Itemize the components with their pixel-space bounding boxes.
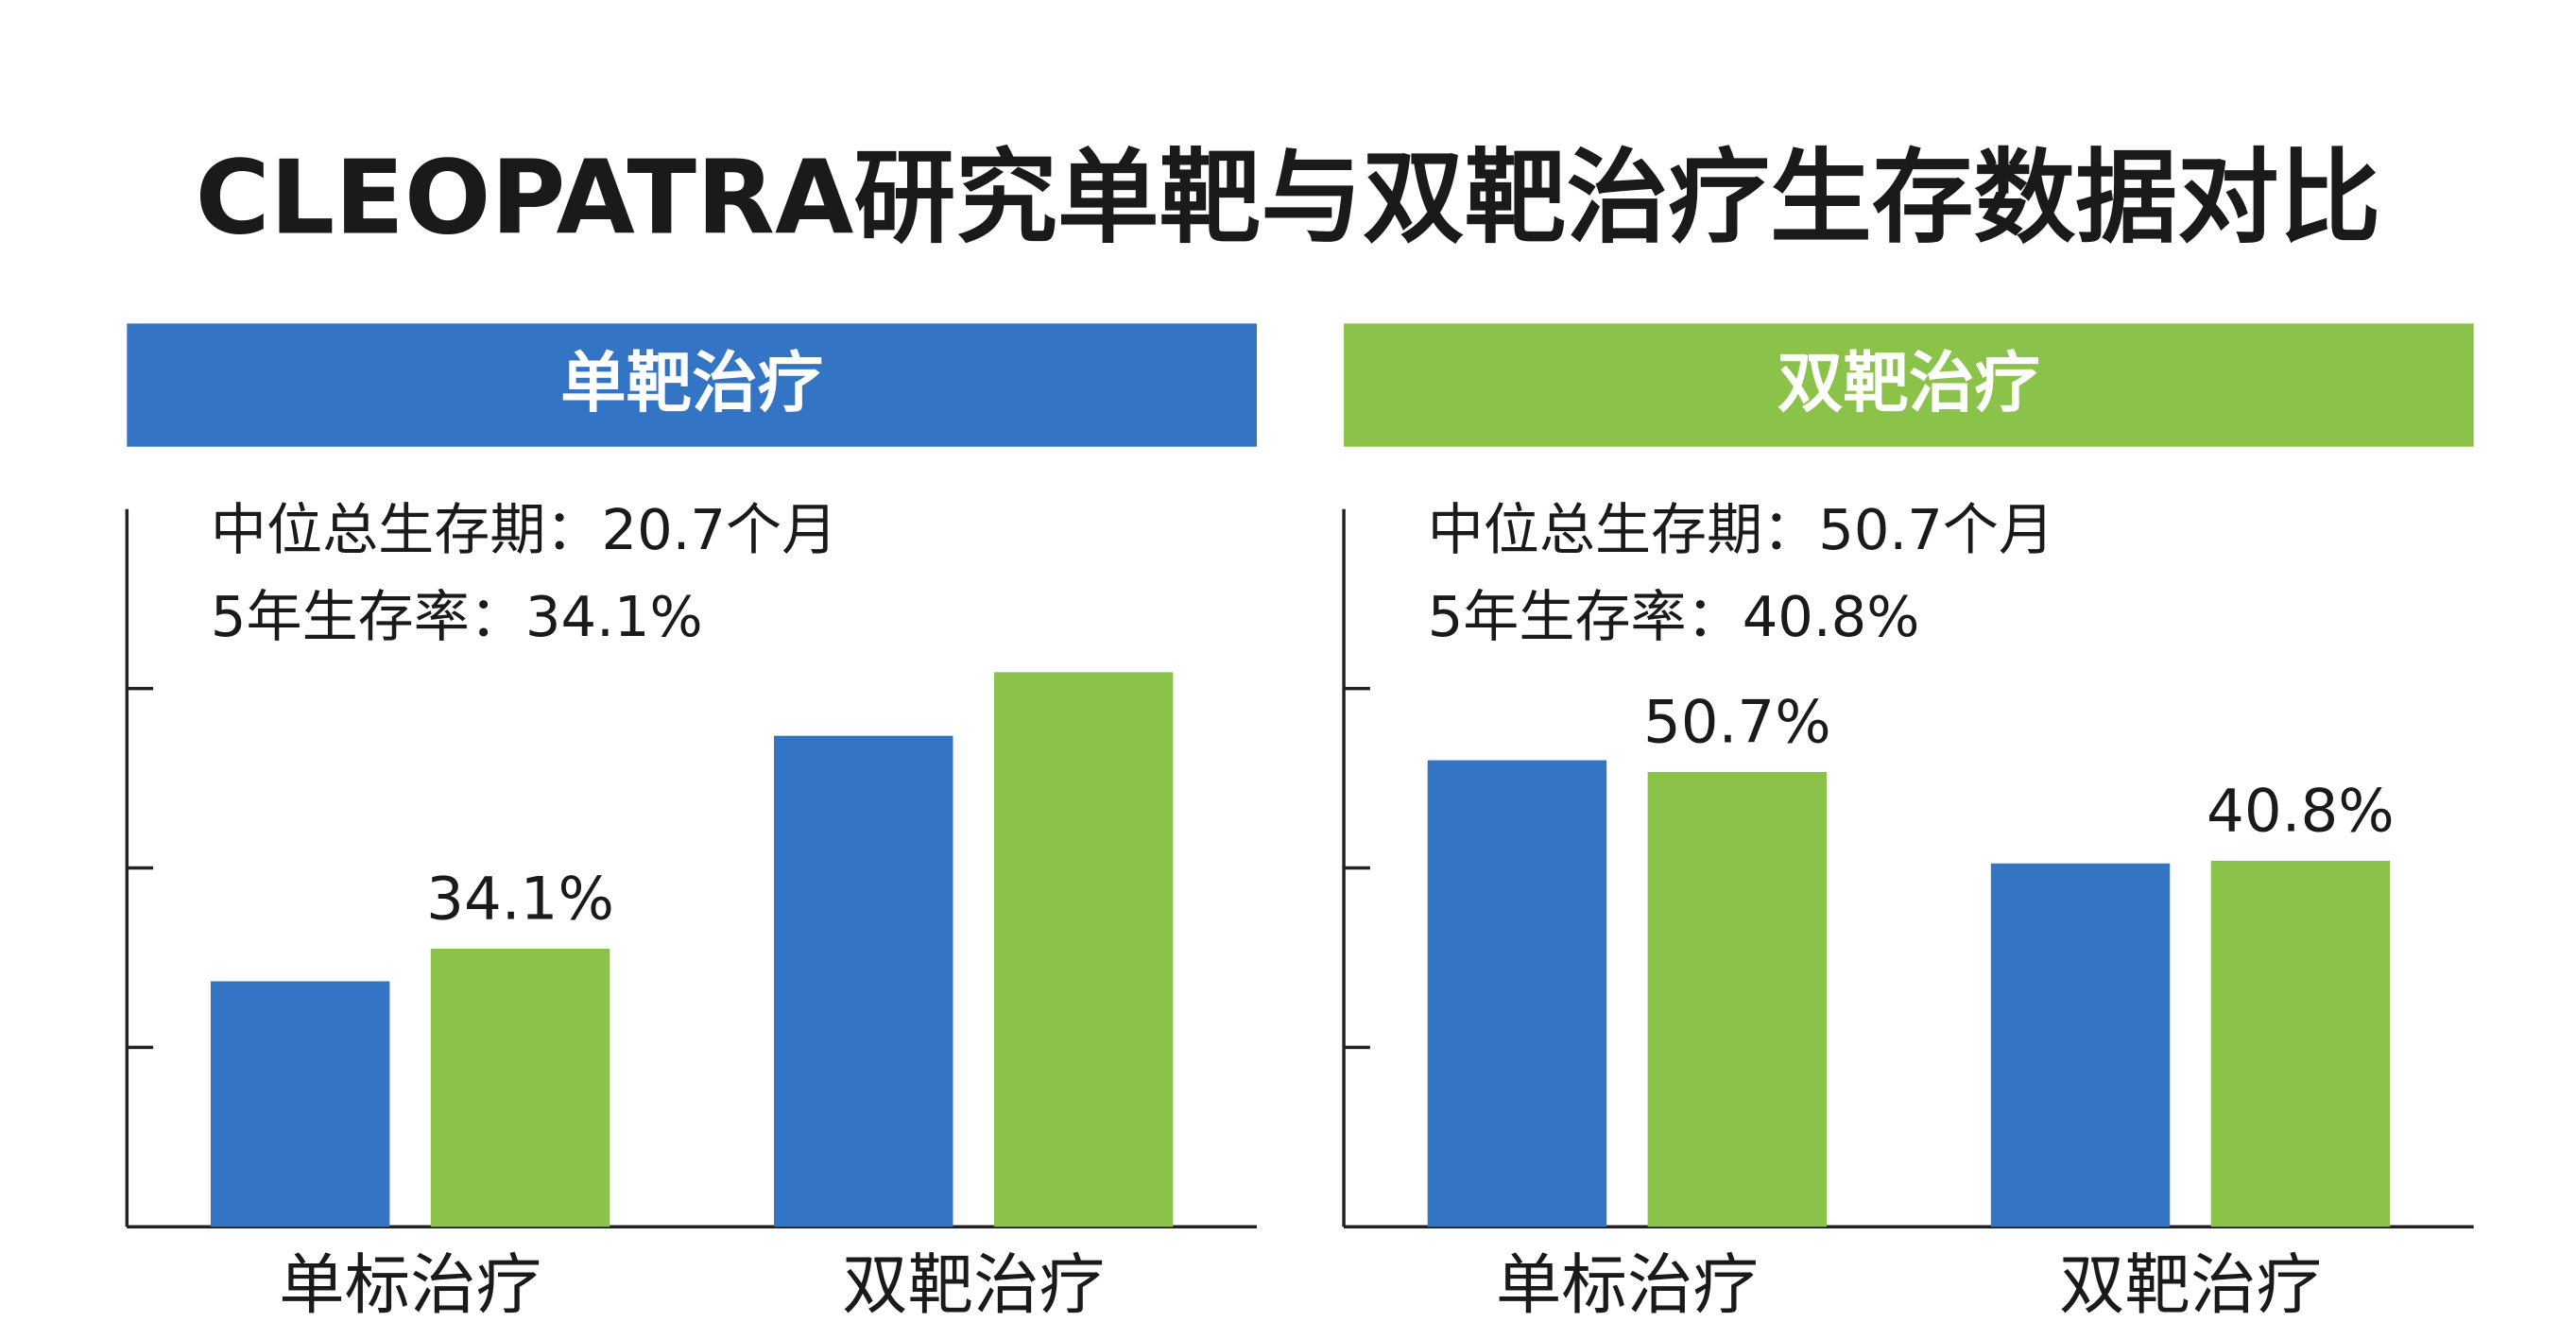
x-tick-label: 单标治疗: [279, 1246, 541, 1322]
x-tick-label: 双靶治疗: [2059, 1246, 2322, 1322]
page-title: CLEOPATRA研究单靶与双靶治疗生存数据对比: [196, 140, 2381, 258]
value-label: 34.1%: [426, 864, 614, 933]
panel-header: [127, 323, 1257, 447]
annotation: 中位总生存期：20.7个月: [211, 497, 837, 562]
value-label: 50.7%: [1643, 687, 1831, 756]
x-tick-label: 单标治疗: [1496, 1246, 1759, 1322]
x-tick-label: 双靶治疗: [842, 1246, 1105, 1322]
panel-title: 单靶治疗: [560, 345, 823, 421]
bar: [1647, 771, 1828, 1228]
bar: [430, 948, 610, 1228]
annotation: 5年生存率：34.1%: [211, 584, 703, 649]
bar: [1990, 863, 2171, 1228]
panel-header: [1344, 323, 2474, 447]
bar: [2210, 860, 2391, 1228]
bar: [210, 981, 390, 1228]
value-label: 40.8%: [2207, 776, 2395, 845]
panel-title: 双靶治疗: [1777, 345, 2040, 421]
bar: [993, 672, 1174, 1228]
bar: [1427, 760, 1607, 1228]
bar: [774, 735, 953, 1228]
annotation: 5年生存率：40.8%: [1428, 584, 1920, 649]
annotation: 中位总生存期：50.7个月: [1428, 497, 2054, 562]
